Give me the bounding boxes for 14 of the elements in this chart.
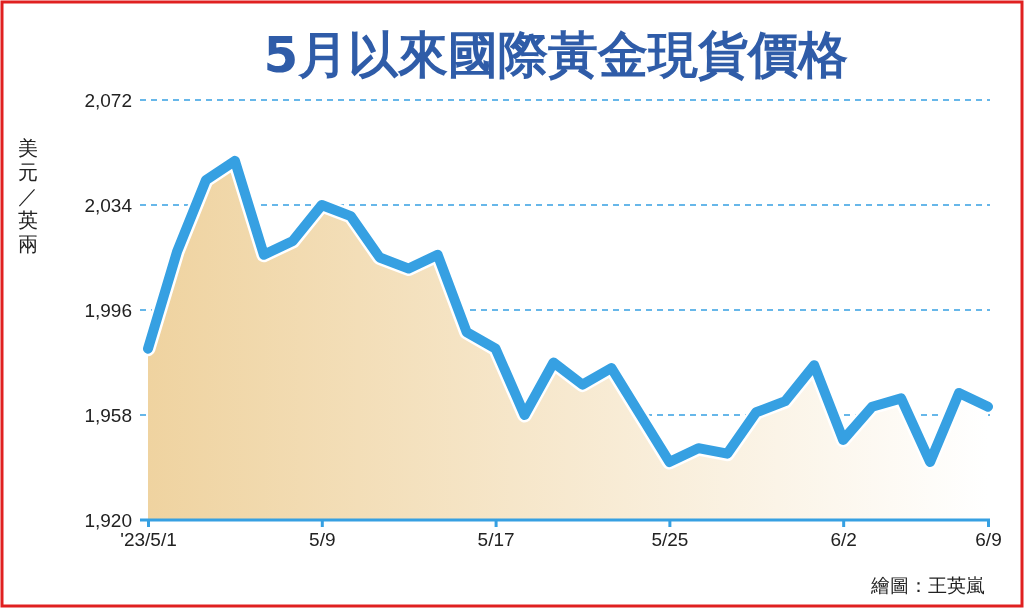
- x-tick-label: 6/9: [975, 529, 1002, 551]
- y-tick-label: 1,958: [84, 404, 132, 426]
- y-tick-label: 1,920: [84, 509, 132, 531]
- x-tick-label: 6/2: [830, 529, 857, 551]
- y-tick-label: 1,996: [84, 299, 132, 321]
- y-tick-label: 2,034: [84, 194, 133, 216]
- chart-title: 5月以來國際黃金現貨價格: [263, 26, 849, 84]
- y-tick-label: 2,072: [84, 89, 132, 111]
- x-tick-label: '23/5/1: [120, 529, 177, 551]
- y-axis-title: 美元／英兩: [18, 136, 38, 256]
- x-tick-label: 5/17: [477, 529, 515, 551]
- x-tick-label: 5/25: [651, 529, 689, 551]
- text: 繪圖：王英嵐: [870, 574, 985, 596]
- x-tick-label: 5/9: [309, 529, 336, 551]
